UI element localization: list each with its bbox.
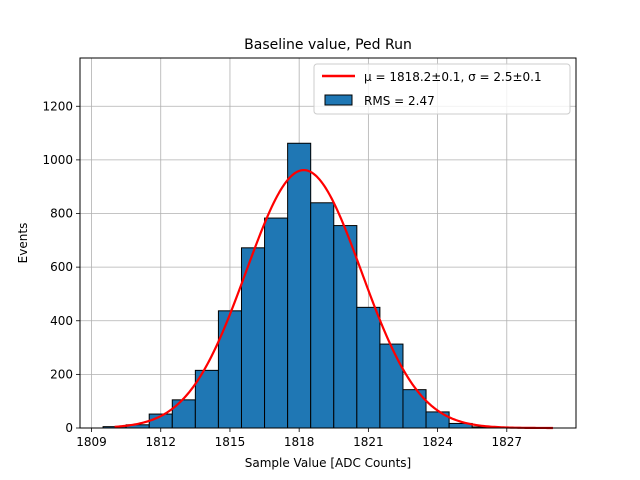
gaussian-fit [114,169,553,430]
x-tick-label: 1815 [215,435,246,449]
legend-fit-label: μ = 1818.2±0.1, σ = 2.5±0.1 [364,70,542,84]
fit-curve [114,169,553,430]
x-tick-label: 1821 [353,435,384,449]
legend-box [313,63,571,115]
x-axis-ticks: 1809 1812 1815 1818 1821 1824 1827 [76,428,522,449]
y-tick-label: 600 [50,260,73,274]
x-tick-label: 1827 [492,435,523,449]
x-tick-label: 1818 [284,435,315,449]
x-axis-title: Sample Value [ADC Counts] [245,456,411,470]
histogram-bar [379,343,404,429]
histogram-bar [171,399,196,429]
histogram-bar [287,142,312,429]
y-axis-ticks: 0 200 400 600 800 1000 1200 [42,99,80,435]
histogram-bar [310,202,335,429]
y-axis-title: Events [16,223,30,264]
x-tick-label: 1809 [76,435,107,449]
y-tick-label: 0 [65,421,73,435]
histogram-bar [356,306,381,429]
y-tick-label: 400 [50,314,73,328]
legend-hist-label: RMS = 2.47 [364,94,435,108]
histogram-bar [402,389,427,429]
histogram-bar [264,217,289,429]
x-tick-label: 1824 [422,435,453,449]
histogram-bars [102,142,496,429]
y-tick-label: 200 [50,367,73,381]
y-tick-label: 1000 [42,153,73,167]
y-tick-label: 800 [50,207,73,221]
chart-title: Baseline value, Ped Run [244,37,412,53]
histogram-bar [217,310,242,429]
plot-frame [79,57,577,429]
legend-hist-swatch [324,94,353,106]
histogram-bar [333,225,358,429]
y-tick-label: 1200 [42,99,73,113]
legend: μ = 1818.2±0.1, σ = 2.5±0.1 RMS = 2.47 [313,63,571,115]
x-tick-label: 1812 [145,435,176,449]
